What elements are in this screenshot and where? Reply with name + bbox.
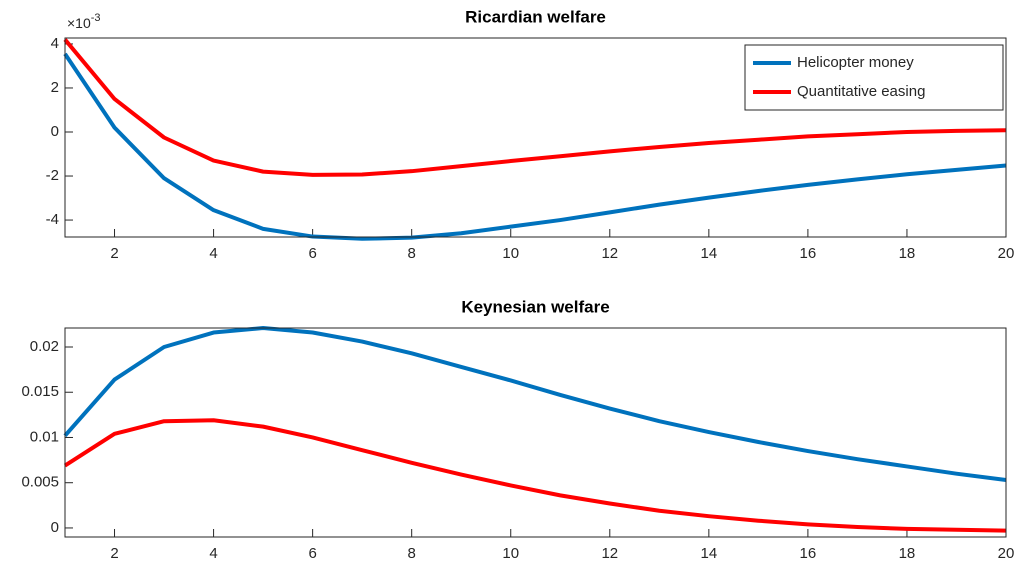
x-tick-label: 14 bbox=[700, 545, 717, 562]
line-series bbox=[63, 38, 1007, 177]
x-tick-label: 6 bbox=[308, 545, 316, 562]
y-multiplier: ×10-3 bbox=[67, 12, 101, 31]
y-tick-label: -4 bbox=[46, 211, 59, 228]
y-tick-label: 0 bbox=[51, 123, 59, 140]
y-tick-label: 4 bbox=[51, 35, 59, 52]
chart-title: Keynesian welfare bbox=[461, 297, 609, 316]
y-tick-label: 2 bbox=[51, 79, 59, 96]
y-tick-label: 0 bbox=[51, 519, 59, 536]
legend-box bbox=[744, 44, 1004, 111]
multiplier-base: ×10 bbox=[67, 15, 91, 31]
y-tick-label: 0.01 bbox=[30, 428, 59, 445]
x-tick-label: 10 bbox=[502, 245, 519, 262]
x-tick-label: 20 bbox=[998, 245, 1015, 262]
legend-label: Quantitative easing bbox=[797, 83, 925, 100]
axes-box bbox=[64, 327, 1007, 538]
y-tick-label: 0.015 bbox=[21, 383, 59, 400]
chart-title: Ricardian welfare bbox=[465, 7, 606, 26]
x-tick-label: 12 bbox=[601, 245, 618, 262]
line-series bbox=[63, 418, 1007, 533]
line-series bbox=[63, 326, 1007, 482]
legend-label: Helicopter money bbox=[797, 54, 914, 71]
x-tick-label: 2 bbox=[110, 245, 118, 262]
x-tick-label: 8 bbox=[408, 545, 416, 562]
line-series bbox=[63, 52, 1007, 241]
x-tick-label: 12 bbox=[601, 545, 618, 562]
x-tick-label: 4 bbox=[209, 245, 217, 262]
x-tick-label: 16 bbox=[800, 245, 817, 262]
x-tick-label: 18 bbox=[899, 245, 916, 262]
y-tick-label: -2 bbox=[46, 167, 59, 184]
x-tick-label: 2 bbox=[110, 545, 118, 562]
x-tick-label: 4 bbox=[209, 545, 217, 562]
x-tick-label: 18 bbox=[899, 545, 916, 562]
x-tick-label: 14 bbox=[700, 245, 717, 262]
multiplier-exponent: -3 bbox=[91, 12, 101, 24]
y-tick-label: 0.02 bbox=[30, 338, 59, 355]
x-tick-label: 10 bbox=[502, 545, 519, 562]
x-tick-label: 6 bbox=[308, 245, 316, 262]
x-tick-label: 16 bbox=[800, 545, 817, 562]
x-tick-label: 20 bbox=[998, 545, 1015, 562]
plot-area bbox=[65, 328, 1006, 537]
y-tick-label: 0.005 bbox=[21, 474, 59, 491]
axes-box bbox=[64, 37, 1007, 238]
x-tick-label: 8 bbox=[408, 245, 416, 262]
